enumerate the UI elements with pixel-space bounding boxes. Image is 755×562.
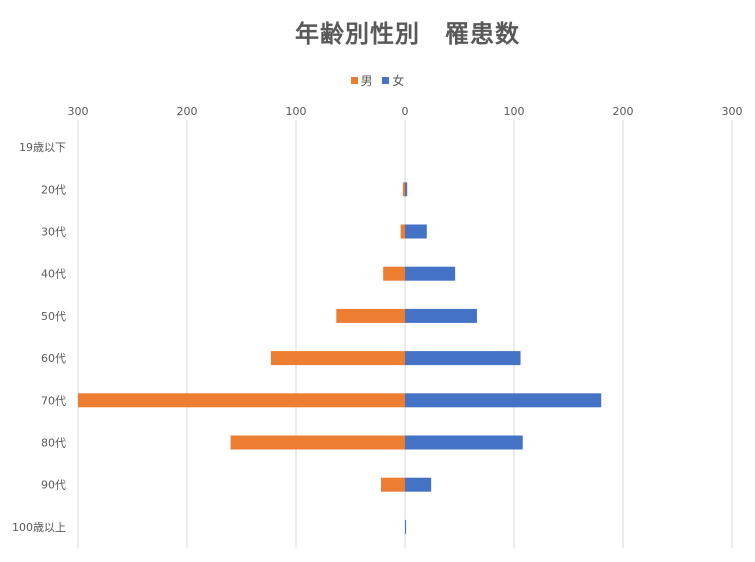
x-tick-label-0: 300	[68, 105, 89, 118]
x-tick-label-4: 100	[504, 105, 525, 118]
y-category-label-6: 70代	[41, 394, 66, 407]
y-category-label-9: 100歳以上	[12, 521, 66, 534]
x-tick-label-3: 0	[402, 105, 409, 118]
y-category-label-3: 40代	[41, 268, 66, 281]
x-tick-label-5: 200	[613, 105, 634, 118]
bar-female-6	[405, 393, 602, 408]
bar-male-7	[230, 435, 405, 450]
bar-male-4	[336, 308, 405, 323]
y-category-label-8: 90代	[41, 479, 66, 492]
bar-female-7	[405, 435, 523, 450]
legend-label-female: 女	[392, 74, 405, 88]
bar-female-4	[405, 308, 477, 323]
y-category-label-1: 20代	[41, 183, 66, 196]
x-tick-label-6: 300	[722, 105, 743, 118]
bar-male-8	[381, 477, 405, 492]
legend: 男 女	[0, 72, 755, 89]
bar-female-3	[405, 266, 456, 281]
y-category-label-7: 80代	[41, 437, 66, 450]
chart-title: 年齢別性別 罹患数	[295, 20, 520, 48]
x-tick-label-1: 200	[177, 105, 198, 118]
bar-male-5	[270, 351, 405, 366]
bar-female-2	[405, 224, 427, 239]
bar-male-6	[78, 393, 405, 408]
bar-female-1	[405, 182, 408, 197]
legend-swatch-male	[350, 77, 358, 84]
legend-item-male: 男	[350, 72, 373, 89]
x-tick-label-2: 100	[286, 105, 307, 118]
bar-female-8	[405, 477, 432, 492]
y-category-label-5: 60代	[41, 352, 66, 365]
legend-swatch-female	[382, 77, 390, 84]
y-category-label-0: 19歳以下	[19, 141, 66, 154]
legend-item-female: 女	[382, 72, 404, 89]
legend-label-male: 男	[360, 74, 373, 88]
y-category-label-4: 50代	[41, 310, 66, 323]
bar-female-9	[405, 519, 407, 534]
bar-male-2	[400, 224, 405, 239]
bar-female-5	[405, 351, 521, 366]
bar-male-1	[402, 182, 405, 197]
y-category-label-2: 30代	[41, 226, 66, 239]
bar-male-3	[383, 266, 405, 281]
